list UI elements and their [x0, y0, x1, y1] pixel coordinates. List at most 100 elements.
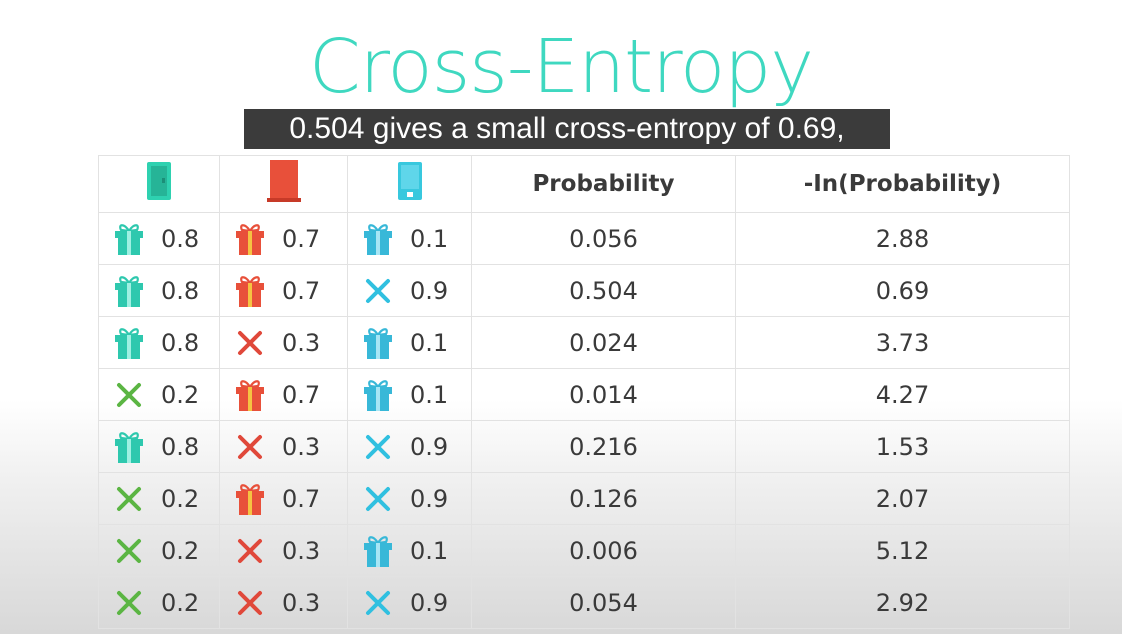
neg-ln-probability-cell: 5.12 — [735, 524, 1070, 577]
probability-cell: 0.504 — [471, 264, 736, 317]
table-row: 0.2 0.7 0.9 0.126 2.07 — [98, 472, 1070, 525]
door-probability-value: 0.7 — [282, 224, 321, 253]
cross-icon — [232, 533, 268, 569]
door-1-cell: 0.2 — [98, 368, 220, 421]
gift-icon — [360, 325, 396, 361]
door-2-cell: 0.3 — [219, 576, 348, 629]
green-door-icon — [146, 161, 172, 207]
neg-ln-probability-cell: 1.53 — [735, 420, 1070, 473]
door-2-cell: 0.7 — [219, 368, 348, 421]
cross-entropy-table: Probability -In(Probability) 0.8 0.7 0.1 0.… — [98, 155, 1070, 629]
neg-ln-probability-cell: 3.73 — [735, 316, 1070, 369]
video-caption: 0.504 gives a small cross-entropy of 0.6… — [244, 109, 890, 149]
gift-icon — [232, 273, 268, 309]
probability-header: Probability — [471, 155, 736, 213]
probability-cell: 0.216 — [471, 420, 736, 473]
door-3-cell: 0.9 — [347, 264, 472, 317]
gift-icon — [111, 221, 147, 257]
door-3-cell: 0.9 — [347, 576, 472, 629]
door-1-cell: 0.8 — [98, 264, 220, 317]
door-probability-value: 0.2 — [161, 484, 200, 513]
door-header-1 — [98, 155, 220, 213]
door-header-3 — [347, 155, 472, 213]
door-3-cell: 0.9 — [347, 472, 472, 525]
door-probability-value: 0.3 — [282, 536, 321, 565]
door-probability-value: 0.2 — [161, 588, 200, 617]
blue-door-icon — [397, 161, 423, 207]
door-1-cell: 0.2 — [98, 576, 220, 629]
gift-icon — [111, 429, 147, 465]
cross-icon — [232, 585, 268, 621]
table-row: 0.8 0.7 0.1 0.056 2.88 — [98, 212, 1070, 265]
door-probability-value: 0.9 — [410, 432, 449, 461]
probability-cell: 0.054 — [471, 576, 736, 629]
door-probability-value: 0.2 — [161, 536, 200, 565]
door-probability-value: 0.1 — [410, 328, 449, 357]
neg-ln-probability-cell: 2.07 — [735, 472, 1070, 525]
table-row: 0.2 0.3 0.9 0.054 2.92 — [98, 576, 1070, 629]
door-1-cell: 0.2 — [98, 472, 220, 525]
cross-icon — [111, 481, 147, 517]
cross-icon — [360, 429, 396, 465]
door-probability-value: 0.9 — [410, 276, 449, 305]
probability-cell: 0.024 — [471, 316, 736, 369]
gift-icon — [111, 273, 147, 309]
door-2-cell: 0.7 — [219, 472, 348, 525]
door-probability-value: 0.8 — [161, 328, 200, 357]
table-row: 0.8 0.3 0.9 0.216 1.53 — [98, 420, 1070, 473]
door-3-cell: 0.9 — [347, 420, 472, 473]
neg-ln-probability-cell: 2.88 — [735, 212, 1070, 265]
probability-cell: 0.056 — [471, 212, 736, 265]
door-2-cell: 0.3 — [219, 316, 348, 369]
door-probability-value: 0.2 — [161, 380, 200, 409]
cross-icon — [360, 481, 396, 517]
door-3-cell: 0.1 — [347, 212, 472, 265]
door-1-cell: 0.2 — [98, 524, 220, 577]
door-2-cell: 0.7 — [219, 212, 348, 265]
cross-icon — [232, 325, 268, 361]
table-row: 0.8 0.3 0.1 0.024 3.73 — [98, 316, 1070, 369]
door-probability-value: 0.3 — [282, 328, 321, 357]
door-2-cell: 0.3 — [219, 524, 348, 577]
cross-icon — [111, 377, 147, 413]
neg-ln-probability-cell: 2.92 — [735, 576, 1070, 629]
gift-icon — [232, 221, 268, 257]
door-probability-value: 0.1 — [410, 224, 449, 253]
door-probability-value: 0.7 — [282, 276, 321, 305]
gift-icon — [360, 377, 396, 413]
neg-ln-probability-cell: 0.69 — [735, 264, 1070, 317]
header-row: Probability -In(Probability) — [98, 155, 1070, 213]
gift-icon — [232, 481, 268, 517]
door-probability-value: 0.9 — [410, 588, 449, 617]
neg-ln-probability-cell: 4.27 — [735, 368, 1070, 421]
gift-icon — [111, 325, 147, 361]
neg-ln-probability-header: -In(Probability) — [735, 155, 1070, 213]
door-probability-value: 0.3 — [282, 432, 321, 461]
door-probability-value: 0.7 — [282, 380, 321, 409]
gift-icon — [232, 377, 268, 413]
probability-cell: 0.126 — [471, 472, 736, 525]
slide-title: Cross-Entropy — [308, 24, 814, 110]
cross-icon — [360, 585, 396, 621]
door-probability-value: 0.1 — [410, 380, 449, 409]
probability-cell: 0.006 — [471, 524, 736, 577]
door-probability-value: 0.7 — [282, 484, 321, 513]
door-1-cell: 0.8 — [98, 420, 220, 473]
door-2-cell: 0.3 — [219, 420, 348, 473]
table-row: 0.2 0.7 0.1 0.014 4.27 — [98, 368, 1070, 421]
door-probability-value: 0.8 — [161, 224, 200, 253]
gift-icon — [360, 221, 396, 257]
red-door-icon — [266, 159, 302, 209]
cross-icon — [111, 533, 147, 569]
probability-cell: 0.014 — [471, 368, 736, 421]
door-2-cell: 0.7 — [219, 264, 348, 317]
door-3-cell: 0.1 — [347, 316, 472, 369]
door-probability-value: 0.8 — [161, 276, 200, 305]
door-probability-value: 0.3 — [282, 588, 321, 617]
door-probability-value: 0.1 — [410, 536, 449, 565]
door-1-cell: 0.8 — [98, 212, 220, 265]
door-3-cell: 0.1 — [347, 368, 472, 421]
table-row: 0.8 0.7 0.9 0.504 0.69 — [98, 264, 1070, 317]
door-1-cell: 0.8 — [98, 316, 220, 369]
door-3-cell: 0.1 — [347, 524, 472, 577]
